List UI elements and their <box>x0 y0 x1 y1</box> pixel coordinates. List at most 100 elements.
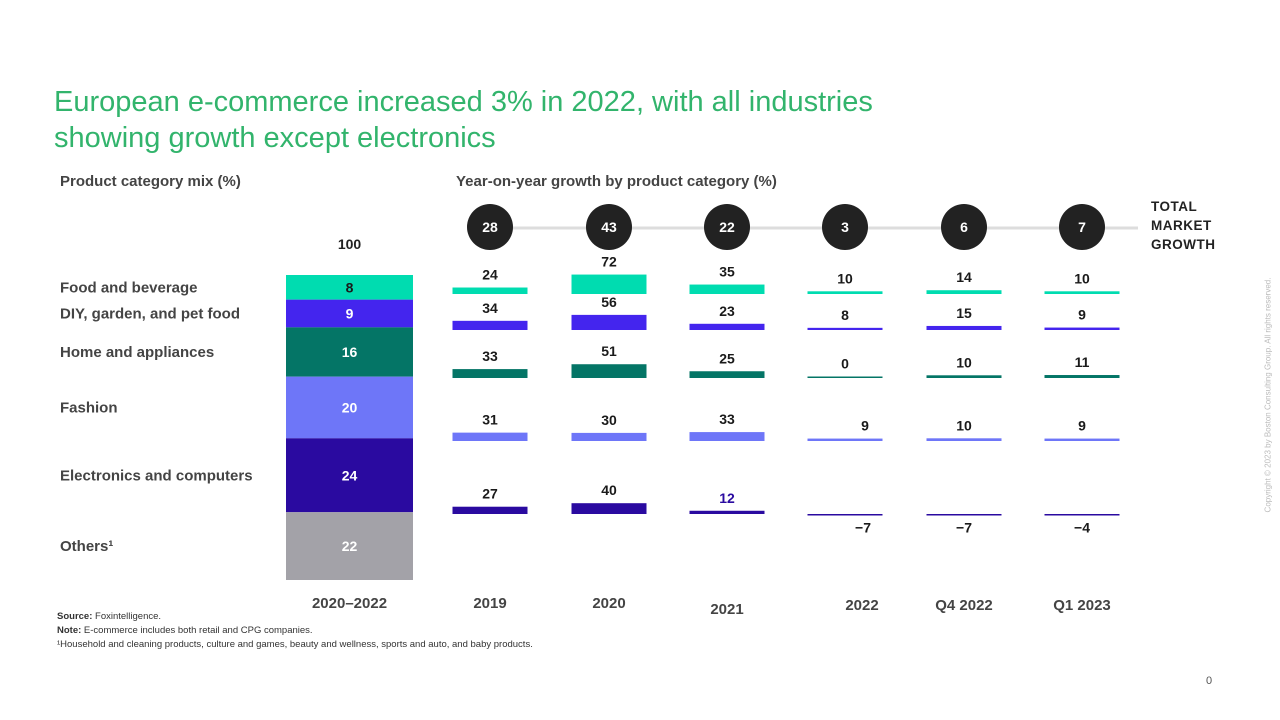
period-label-2022: 2022 <box>845 597 878 614</box>
growth-value-label-fashion-2022: 9 <box>861 418 869 434</box>
total-growth-value-2021: 22 <box>719 219 735 235</box>
growth-value-label-diy-garden-and-pet-food-q1-2023: 9 <box>1078 307 1086 323</box>
growth-bar-diy-garden-and-pet-food-2021 <box>689 323 765 330</box>
growth-bar-fashion-2020 <box>571 432 647 441</box>
mix-period-label: 2020–2022 <box>312 595 387 612</box>
mix-segment-food-and-beverage <box>286 275 413 300</box>
growth-bar-electronics-and-computers-2020 <box>571 503 647 514</box>
period-label-q4-2022: Q4 2022 <box>935 597 993 614</box>
growth-value-label-fashion-2020: 30 <box>601 412 617 428</box>
growth-value-label-home-and-appliances-2019: 33 <box>482 348 498 364</box>
growth-value-label-food-and-beverage-q4-2022: 14 <box>956 269 972 285</box>
category-label-electronics-and-computers: Electronics and computers <box>60 467 253 484</box>
growth-value-label-fashion-2021: 33 <box>719 411 735 427</box>
total-growth-circle-2019 <box>467 204 513 250</box>
growth-bar-fashion-2019 <box>452 432 528 441</box>
period-label-2021: 2021 <box>710 601 743 618</box>
growth-bar-home-and-appliances-2022 <box>807 376 883 378</box>
growth-value-label-fashion-2019: 31 <box>482 412 498 428</box>
growth-value-label-food-and-beverage-2020: 72 <box>601 254 617 270</box>
growth-bar-home-and-appliances-2020 <box>571 364 647 378</box>
growth-value-label-fashion-q1-2023: 9 <box>1078 418 1086 434</box>
growth-bar-diy-garden-and-pet-food-q4-2022 <box>926 325 1002 330</box>
growth-value-label-fashion-q4-2022: 10 <box>956 417 972 433</box>
growth-value-label-electronics-and-computers-2021: 12 <box>719 490 735 506</box>
total-growth-value-2022: 3 <box>841 219 849 235</box>
growth-bar-fashion-2022 <box>807 438 883 441</box>
growth-bar-home-and-appliances-q4-2022 <box>926 375 1002 378</box>
growth-bar-electronics-and-computers-2022 <box>807 514 883 516</box>
total-growth-circle-2020 <box>586 204 632 250</box>
total-growth-circle-2022 <box>822 204 868 250</box>
growth-bar-home-and-appliances-q1-2023 <box>1044 375 1120 378</box>
growth-value-label-home-and-appliances-2022: 0 <box>841 356 849 372</box>
total-growth-circle-q4-2022 <box>941 204 987 250</box>
growth-value-label-diy-garden-and-pet-food-2020: 56 <box>601 294 617 310</box>
title-line-1: European e-commerce increased 3% in 2022… <box>54 86 873 118</box>
source-line: Source: Foxintelligence. <box>57 610 533 624</box>
mix-value-label-diy-garden-and-pet-food: 9 <box>346 306 354 322</box>
growth-value-label-food-and-beverage-2019: 24 <box>482 267 498 283</box>
mix-value-label-fashion: 20 <box>342 399 358 415</box>
total-market-growth-label-line-1: TOTAL <box>1151 199 1197 214</box>
note-text: E-commerce includes both retail and CPG … <box>83 625 313 636</box>
growth-value-label-food-and-beverage-q1-2023: 10 <box>1074 270 1090 286</box>
growth-bar-food-and-beverage-q4-2022 <box>926 290 1002 294</box>
growth-value-label-electronics-and-computers-q1-2023: −4 <box>1074 520 1090 536</box>
growth-bar-home-and-appliances-2021 <box>689 371 765 378</box>
growth-bar-home-and-appliances-2019 <box>452 369 528 378</box>
growth-bar-diy-garden-and-pet-food-q1-2023 <box>1044 327 1120 330</box>
growth-value-label-electronics-and-computers-q4-2022: −7 <box>956 520 972 536</box>
total-growth-value-2020: 43 <box>601 219 617 235</box>
note-line: Note: E-commerce includes both retail an… <box>57 624 533 638</box>
footnotes: Source: Foxintelligence. Note: E-commerc… <box>57 610 533 652</box>
period-label-2019: 2019 <box>473 595 506 612</box>
note-label: Note: <box>57 625 82 636</box>
growth-bar-electronics-and-computers-2019 <box>452 506 528 514</box>
growth-bar-fashion-q4-2022 <box>926 438 1002 441</box>
mix-value-label-others: 22 <box>342 538 358 554</box>
mix-value-label-electronics-and-computers: 24 <box>342 467 358 483</box>
growth-value-label-electronics-and-computers-2019: 27 <box>482 486 498 502</box>
title-line-2: showing growth except electronics <box>54 122 496 154</box>
growth-bar-electronics-and-computers-q4-2022 <box>926 514 1002 516</box>
growth-value-label-home-and-appliances-q4-2022: 10 <box>956 354 972 370</box>
growth-bar-food-and-beverage-2020 <box>571 274 647 294</box>
total-growth-circle-q1-2023 <box>1059 204 1105 250</box>
growth-bar-electronics-and-computers-2021 <box>689 510 765 514</box>
mix-segment-others <box>286 512 413 580</box>
period-label-2020: 2020 <box>592 595 625 612</box>
page-number: 0 <box>1206 675 1213 687</box>
mix-segment-fashion <box>286 376 413 439</box>
period-label-q1-2023: Q1 2023 <box>1053 597 1111 614</box>
mix-value-label-home-and-appliances: 16 <box>342 344 358 360</box>
total-market-growth-label-line-2: MARKET <box>1151 218 1212 233</box>
growth-chart-title: Year-on-year growth by product category … <box>456 173 777 190</box>
growth-bar-food-and-beverage-2021 <box>689 284 765 294</box>
slide-title: European e-commerce increased 3% in 2022… <box>54 84 1014 156</box>
mix-value-label-food-and-beverage: 8 <box>346 279 354 295</box>
category-label-diy-garden-and-pet-food: DIY, garden, and pet food <box>60 306 240 323</box>
growth-bar-diy-garden-and-pet-food-2020 <box>571 314 647 330</box>
growth-value-label-electronics-and-computers-2020: 40 <box>601 482 617 498</box>
category-label-fashion: Fashion <box>60 399 118 416</box>
others-footnote: ¹Household and cleaning products, cultur… <box>57 639 533 650</box>
total-market-growth-label-line-3: GROWTH <box>1151 237 1216 252</box>
growth-bar-fashion-2021 <box>689 432 765 441</box>
category-label-others: Others¹ <box>60 538 113 555</box>
source-label: Source: <box>57 611 93 622</box>
copyright-notice: Copyright © 2023 by Boston Consulting Gr… <box>1263 277 1273 513</box>
total-growth-circle-2021 <box>704 204 750 250</box>
growth-bar-electronics-and-computers-q1-2023 <box>1044 514 1120 516</box>
growth-value-label-diy-garden-and-pet-food-2021: 23 <box>719 303 735 319</box>
growth-value-label-food-and-beverage-2021: 35 <box>719 264 735 280</box>
source-text: Foxintelligence. <box>95 611 162 622</box>
growth-bar-fashion-q1-2023 <box>1044 438 1120 441</box>
growth-bar-food-and-beverage-2019 <box>452 287 528 294</box>
growth-value-label-diy-garden-and-pet-food-2019: 34 <box>482 300 498 316</box>
growth-value-label-home-and-appliances-2021: 25 <box>719 350 735 366</box>
total-growth-value-2019: 28 <box>482 219 498 235</box>
mix-segment-diy-garden-and-pet-food <box>286 299 413 328</box>
growth-value-label-electronics-and-computers-2022: −7 <box>855 520 871 536</box>
